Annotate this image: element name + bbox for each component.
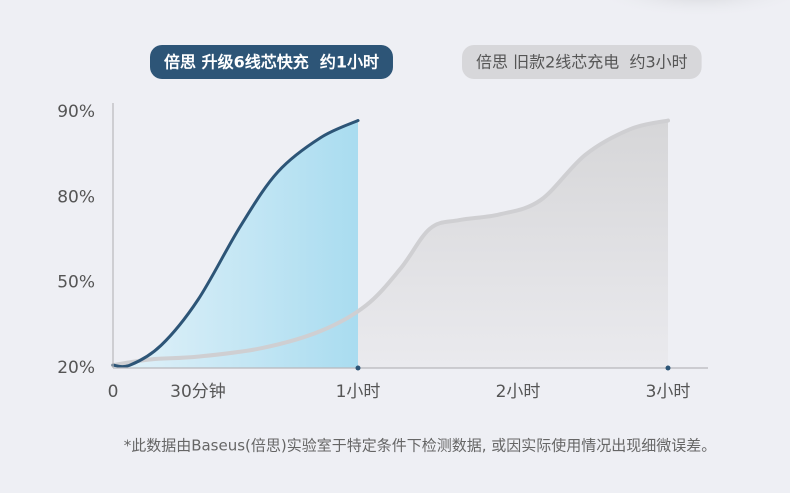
legend-badge bbox=[150, 45, 393, 79]
x-tick-label: 0 bbox=[108, 382, 119, 402]
axis-dot bbox=[355, 365, 361, 371]
axis-dot bbox=[665, 365, 671, 371]
x-tick-label: 1小时 bbox=[336, 382, 381, 402]
y-tick-label: 20% bbox=[57, 358, 95, 378]
area bbox=[113, 120, 668, 369]
legend-label: 倍思 旧款2线芯充电 约3小时 bbox=[476, 53, 688, 72]
y-tick-label: 80% bbox=[57, 187, 95, 207]
legend-label: 倍思 升级6线芯快充 约1小时 bbox=[164, 53, 379, 72]
line bbox=[111, 119, 360, 369]
y-tick-label: 50% bbox=[57, 273, 95, 293]
decor bbox=[597, 0, 790, 18]
line bbox=[111, 118, 670, 368]
y-tick-label: 90% bbox=[57, 102, 95, 122]
area bbox=[113, 120, 358, 369]
x-tick-label: 2小时 bbox=[496, 382, 541, 402]
x-tick-label: 3小时 bbox=[646, 382, 691, 402]
x-tick-label: 30分钟 bbox=[170, 382, 226, 402]
footnote: *此数据由Baseus(倍思)实验室于特定条件下检测数据, 或因实际使用情况出现… bbox=[124, 437, 717, 455]
legend-badge bbox=[462, 45, 702, 79]
